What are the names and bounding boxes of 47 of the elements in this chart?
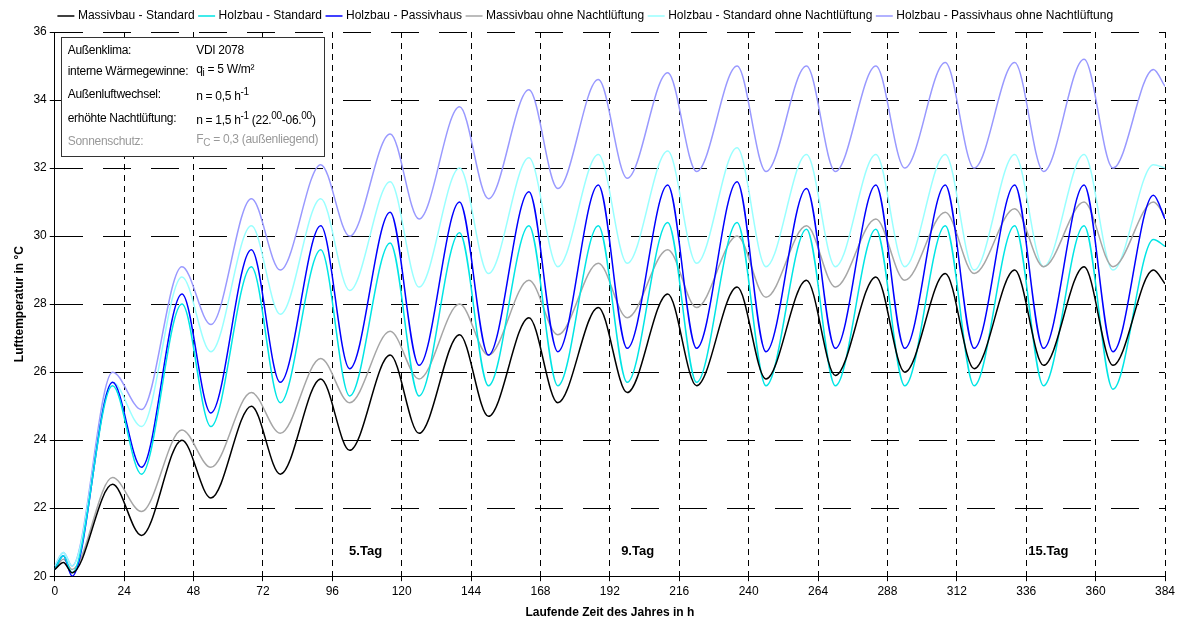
legend-label: Massivbau ohne Nachtlüftung <box>486 8 645 23</box>
annotation: Sonnenschutz: <box>67 133 145 151</box>
y-tick-label: 22 <box>33 500 48 515</box>
x-tick-label: 144 <box>461 583 482 598</box>
legend-label: Holzbau - Standard ohne Nachtlüftung <box>668 8 873 23</box>
annotation: n = 0,5 h$^{-1}$ <box>196 85 250 106</box>
annotation: F$_{C}$ = 0,3 (außenliegend) <box>196 131 319 151</box>
legend-label: Massivbau - Standard <box>77 8 195 23</box>
annotation: 9.Tag <box>621 543 655 559</box>
legend-label: Holzbau - Passivhaus ohne Nachtlüftung <box>896 8 1114 23</box>
legend-label: Holzbau - Passivhaus <box>346 8 463 23</box>
y-tick-label: 26 <box>33 364 48 379</box>
y-tick-label: 28 <box>33 296 48 311</box>
x-tick-label: 24 <box>117 583 132 598</box>
annotation: 15.Tag <box>1028 543 1069 559</box>
x-tick-label: 240 <box>738 583 759 598</box>
x-tick-label: 0 <box>51 583 59 598</box>
x-tick-label: 360 <box>1085 583 1106 598</box>
x-tick-label: 96 <box>325 583 340 598</box>
x-tick-label: 48 <box>186 583 201 598</box>
x-tick-label: 384 <box>1154 583 1176 598</box>
y-tick-label: 24 <box>33 432 48 447</box>
annotation: VDI 2078 <box>196 42 245 59</box>
annotation: 5.Tag <box>349 543 383 559</box>
x-tick-label: 336 <box>1016 583 1037 598</box>
y-tick-label: 20 <box>33 568 48 583</box>
x-tick-label: 312 <box>946 583 968 598</box>
x-tick-label: 264 <box>808 583 829 598</box>
x-tick-label: 216 <box>669 583 690 598</box>
y-tick-label: 30 <box>33 228 48 243</box>
y-tick-label: 36 <box>33 24 48 39</box>
legend-label: Holzbau - Standard <box>218 8 323 23</box>
x-axis-title: Laufende Zeit des Jahres in h <box>525 605 695 620</box>
x-tick-label: 72 <box>256 583 270 598</box>
annotation: interne Wärmegewinne: <box>67 62 190 80</box>
x-tick-label: 192 <box>599 583 621 598</box>
x-tick-label: 168 <box>530 583 551 598</box>
y-tick-label: 32 <box>33 160 48 175</box>
annotation: Außenklima: <box>67 42 133 59</box>
annotation: Außenluftwechsel: <box>67 85 162 103</box>
y-axis-title: Lufttemperatur in °C <box>11 245 26 363</box>
x-tick-label: 288 <box>877 583 898 598</box>
x-tick-label: 120 <box>391 583 413 598</box>
y-tick-label: 34 <box>33 92 48 107</box>
annotation: n = 1,5 h$^{-1}$ (22.$^{00}$-06.$^{00}$) <box>196 109 317 130</box>
annotation: erhöhte Nachtlüftung: <box>67 109 178 127</box>
annotation: q$_{i}$ = 5 W/m² <box>196 61 256 81</box>
